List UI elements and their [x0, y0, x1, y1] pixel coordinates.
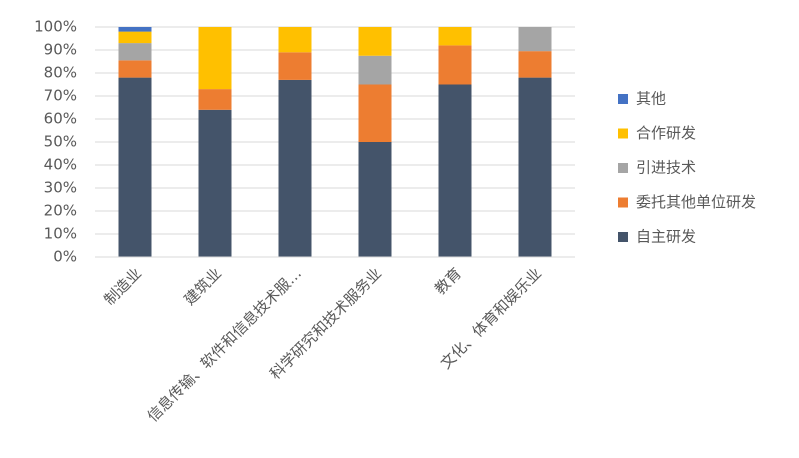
bar-segment — [118, 27, 152, 32]
bar-segment — [278, 79, 312, 258]
y-tick-label: 10% — [44, 225, 77, 243]
bar-segment — [118, 77, 152, 257]
x-tick-label: 教育 — [431, 264, 465, 298]
x-tick-label: 建筑业 — [180, 264, 225, 309]
legend-label: 自主研发 — [636, 228, 696, 246]
y-tick-label: 20% — [44, 202, 77, 220]
legend-label: 引进技术 — [636, 159, 696, 177]
legend-label: 其他 — [636, 90, 666, 108]
legend-swatch — [618, 163, 628, 173]
bar-segment — [358, 27, 392, 56]
legend-label: 合作研发 — [636, 124, 696, 142]
bar-segment — [518, 27, 552, 52]
bar-segment — [278, 52, 312, 80]
bar-segment — [278, 27, 312, 53]
y-tick-label: 70% — [44, 87, 77, 105]
bar-segment — [118, 43, 152, 61]
legend-swatch — [618, 128, 628, 139]
legend-swatch — [618, 232, 628, 242]
bar-segment — [438, 27, 472, 46]
x-tick-label: 制造业 — [100, 264, 145, 309]
y-tick-label: 100% — [34, 18, 77, 36]
bar-segment — [438, 45, 472, 85]
bar-segment — [358, 84, 392, 142]
bar-segment — [118, 31, 152, 44]
bar-segment — [118, 60, 152, 78]
y-tick-label: 50% — [44, 133, 77, 151]
bar-segment — [438, 84, 472, 257]
x-tick-label: 信息传输、软件和信息技术服… — [144, 264, 305, 425]
y-tick-label: 0% — [53, 248, 77, 266]
bar-segment — [198, 27, 232, 90]
y-tick-label: 60% — [44, 110, 77, 128]
y-tick-label: 40% — [44, 156, 77, 174]
legend-swatch — [618, 197, 628, 208]
y-tick-label: 90% — [44, 41, 77, 59]
y-tick-label: 80% — [44, 64, 77, 82]
legend-label: 委托其他单位研发 — [636, 193, 756, 211]
y-tick-label: 30% — [44, 179, 77, 197]
bar-segment — [518, 77, 552, 257]
bar-segment — [358, 55, 392, 85]
bar-segment — [198, 89, 232, 110]
bar-segment — [198, 109, 232, 257]
legend-swatch — [618, 94, 628, 104]
bar-segment — [358, 142, 392, 257]
bar-segment — [518, 51, 552, 78]
